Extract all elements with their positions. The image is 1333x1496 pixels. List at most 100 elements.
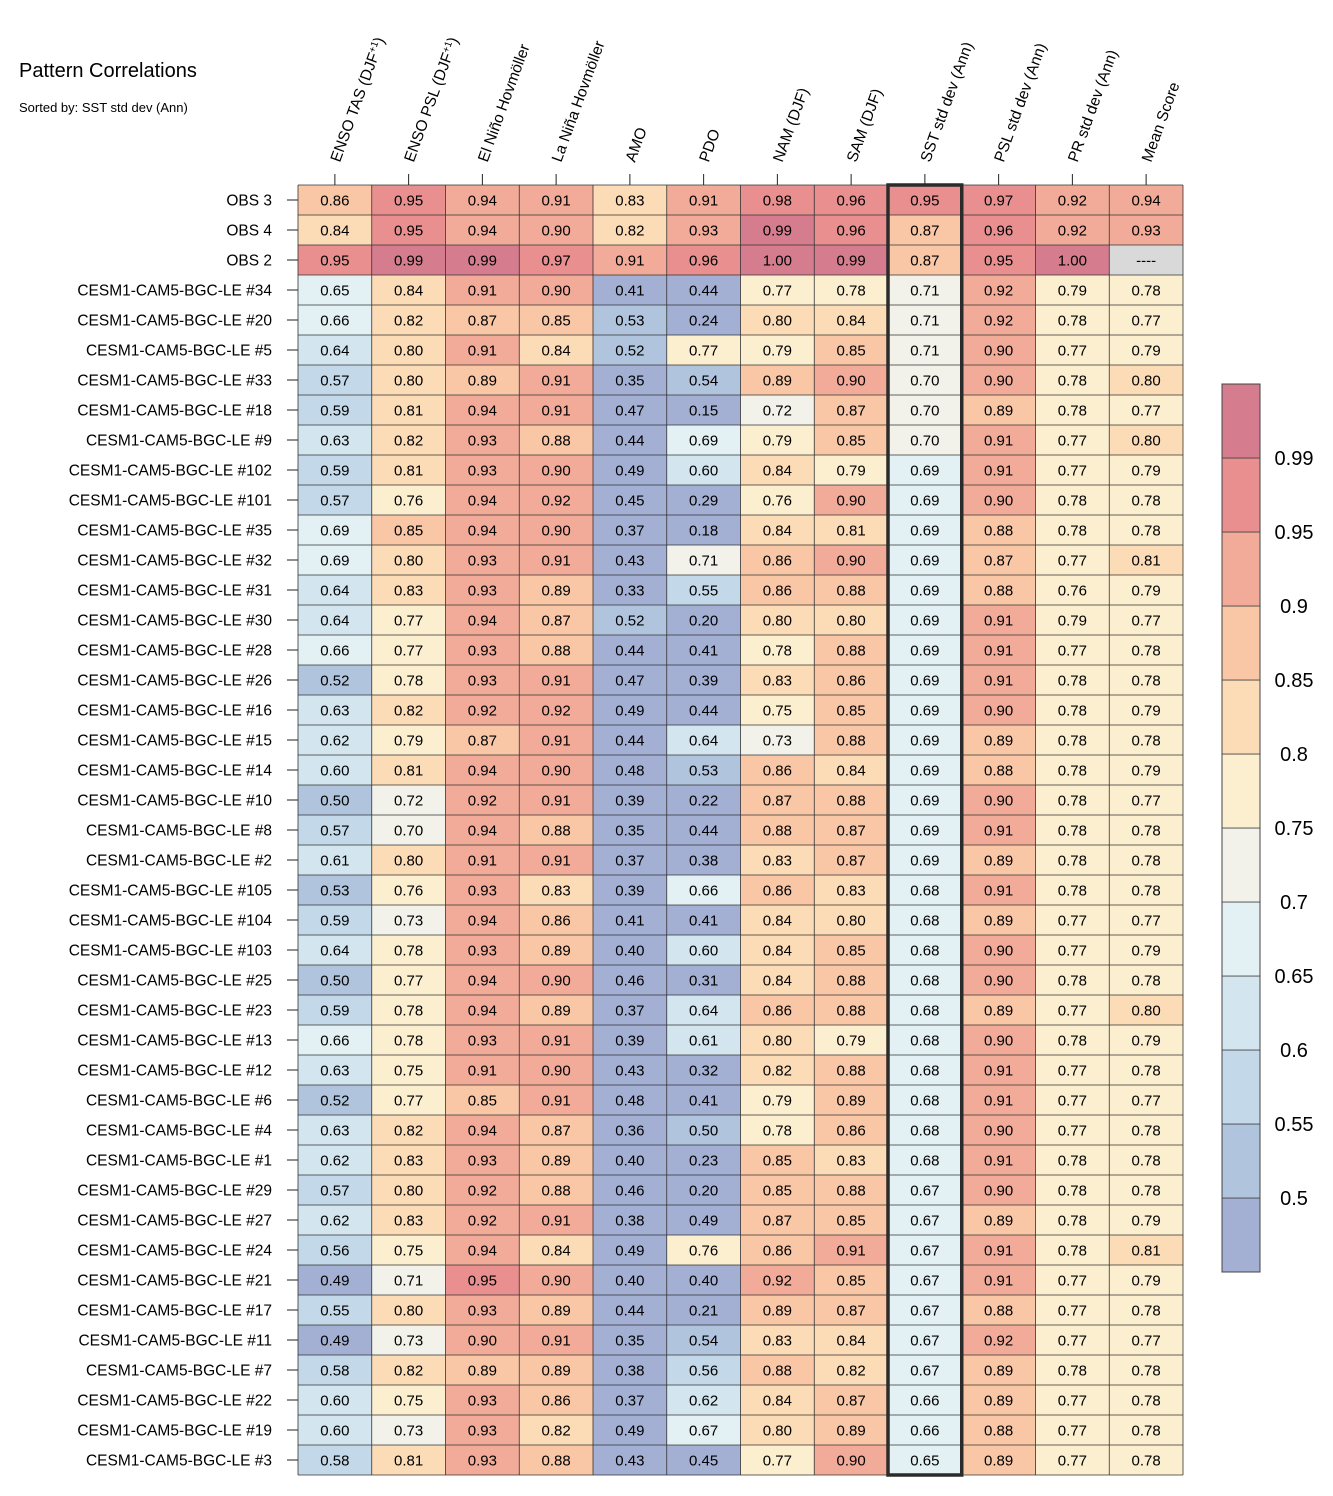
cell-value: 0.82 bbox=[763, 1063, 792, 1080]
heatmap-cell bbox=[740, 215, 815, 245]
cell-value: 0.88 bbox=[837, 1183, 866, 1200]
heatmap-cell bbox=[371, 1115, 446, 1145]
cell-value: 0.93 bbox=[468, 673, 497, 690]
heatmap-cell bbox=[298, 965, 372, 995]
heatmap-cell bbox=[814, 755, 888, 785]
cell-value: 0.94 bbox=[468, 223, 497, 240]
heatmap-cell bbox=[298, 575, 372, 605]
heatmap-cell bbox=[888, 1205, 962, 1235]
heatmap-cell bbox=[961, 395, 1036, 425]
cell-value: 0.87 bbox=[542, 613, 571, 630]
cell-value: 0.77 bbox=[1132, 793, 1161, 810]
heatmap-cell bbox=[298, 335, 372, 365]
cell-value: 0.91 bbox=[984, 463, 1013, 480]
cell-value: 0.86 bbox=[542, 1393, 571, 1410]
heatmap-cell bbox=[445, 215, 520, 245]
cell-value: 0.37 bbox=[615, 853, 644, 870]
row-label: CESM1-CAM5-BGC-LE #25 bbox=[77, 973, 272, 990]
cell-value: 0.89 bbox=[837, 1093, 866, 1110]
column-label: AMO bbox=[623, 125, 651, 164]
heatmap-cell bbox=[814, 965, 888, 995]
heatmap-cell bbox=[298, 1415, 372, 1445]
cell-value: 0.82 bbox=[394, 703, 423, 720]
heatmap-cell bbox=[1109, 1115, 1183, 1145]
cell-value: 0.24 bbox=[689, 313, 718, 330]
cell-value: 0.69 bbox=[910, 523, 939, 540]
heatmap-cell bbox=[814, 875, 888, 905]
heatmap-cell bbox=[666, 905, 741, 935]
heatmap-cell bbox=[740, 1355, 815, 1385]
row-label: CESM1-CAM5-BGC-LE #35 bbox=[77, 523, 272, 540]
cell-value: 0.78 bbox=[1058, 973, 1087, 990]
heatmap-cell bbox=[1035, 1145, 1110, 1175]
cell-value: 0.71 bbox=[910, 313, 939, 330]
heatmap-cell bbox=[666, 965, 741, 995]
heatmap-cell bbox=[1109, 995, 1183, 1025]
column-label-text: SST std dev (Ann) bbox=[918, 40, 977, 165]
cell-value: 0.89 bbox=[763, 1303, 792, 1320]
cell-value: 0.41 bbox=[615, 913, 644, 930]
heatmap-cell bbox=[593, 905, 667, 935]
heatmap-cell bbox=[1109, 1175, 1183, 1205]
heatmap-cell bbox=[371, 1145, 446, 1175]
cell-value: 0.79 bbox=[1132, 1213, 1161, 1230]
heatmap-cell bbox=[1035, 665, 1110, 695]
cell-value: 0.90 bbox=[984, 343, 1013, 360]
heatmap-cell bbox=[666, 695, 741, 725]
cell-value: 0.85 bbox=[763, 1183, 792, 1200]
cell-value: 0.56 bbox=[320, 1243, 349, 1260]
heatmap-cell bbox=[1035, 1265, 1110, 1295]
cell-value: 0.91 bbox=[837, 1243, 866, 1260]
heatmap-cell bbox=[961, 515, 1036, 545]
heatmap-cell bbox=[814, 785, 888, 815]
heatmap-cell bbox=[445, 305, 520, 335]
heatmap-cell bbox=[814, 545, 888, 575]
cell-value: 0.82 bbox=[615, 223, 644, 240]
heatmap-cell bbox=[666, 275, 741, 305]
heatmap-cell bbox=[740, 245, 815, 275]
cell-value: 0.77 bbox=[1058, 463, 1087, 480]
heatmap-cell bbox=[740, 1205, 815, 1235]
heatmap-cell bbox=[1109, 1145, 1183, 1175]
cell-value: 0.81 bbox=[1132, 1243, 1161, 1260]
heatmap-cell bbox=[298, 1445, 372, 1475]
cell-value: 0.96 bbox=[837, 193, 866, 210]
heatmap-cell bbox=[519, 845, 593, 875]
heatmap-cell bbox=[298, 185, 372, 215]
cell-value: 0.69 bbox=[910, 493, 939, 510]
cell-value: 0.68 bbox=[910, 1093, 939, 1110]
heatmap-cell bbox=[961, 455, 1036, 485]
cell-value: 0.76 bbox=[763, 493, 792, 510]
cell-value: 0.77 bbox=[394, 613, 423, 630]
cell-value: 0.56 bbox=[689, 1363, 718, 1380]
heatmap-cell bbox=[666, 1325, 741, 1355]
cell-value: 0.94 bbox=[468, 1003, 497, 1020]
heatmap-cell bbox=[814, 1265, 888, 1295]
cell-value: 0.40 bbox=[615, 1273, 644, 1290]
column-label: SST std dev (Ann) bbox=[918, 40, 977, 165]
cell-value: 0.55 bbox=[689, 583, 718, 600]
heatmap-cell bbox=[519, 995, 593, 1025]
cell-value: 0.79 bbox=[1132, 1273, 1161, 1290]
cell-value: 0.59 bbox=[320, 913, 349, 930]
cell-value: 0.88 bbox=[542, 643, 571, 660]
cell-value: 0.77 bbox=[1058, 943, 1087, 960]
heatmap-cell bbox=[1035, 185, 1110, 215]
cell-value: 0.99 bbox=[394, 253, 423, 270]
cell-value: 0.77 bbox=[1058, 1003, 1087, 1020]
cell-value: 0.85 bbox=[542, 313, 571, 330]
cell-value: 0.64 bbox=[320, 343, 349, 360]
cell-value: 0.76 bbox=[394, 493, 423, 510]
cell-value: 0.90 bbox=[984, 493, 1013, 510]
row-label: CESM1-CAM5-BGC-LE #30 bbox=[77, 613, 272, 630]
heatmap-cell bbox=[593, 695, 667, 725]
heatmap-cell bbox=[371, 1025, 446, 1055]
heatmap-cell bbox=[961, 1205, 1036, 1235]
cell-value: 0.94 bbox=[468, 193, 497, 210]
heatmap-cell bbox=[666, 425, 741, 455]
heatmap-cell bbox=[1109, 515, 1183, 545]
colorbar-frame bbox=[1221, 383, 1261, 1273]
cell-value: 0.77 bbox=[763, 1453, 792, 1470]
heatmap-cell bbox=[298, 1145, 372, 1175]
heatmap-cell bbox=[1035, 1235, 1110, 1265]
